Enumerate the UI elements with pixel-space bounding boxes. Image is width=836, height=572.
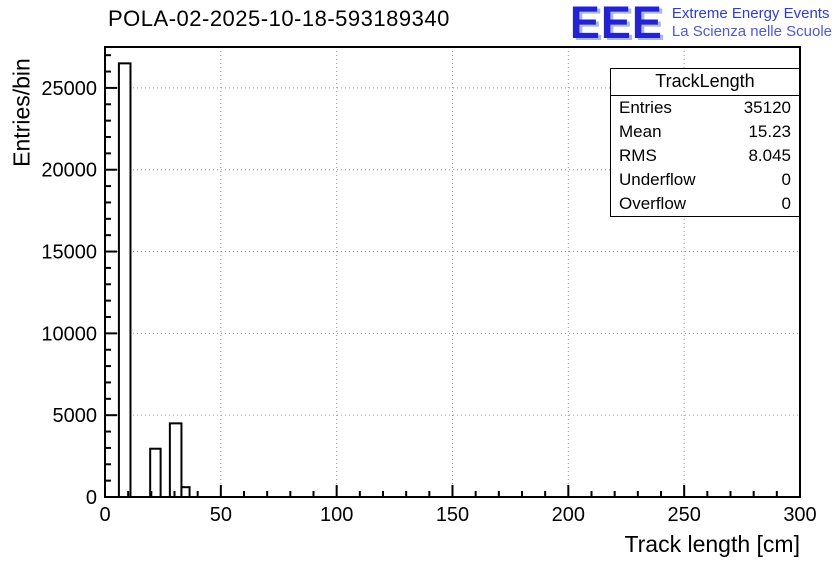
svg-text:200: 200	[552, 504, 585, 526]
eee-logo: EEE Extreme Energy Events La Scienza nel…	[569, 0, 832, 48]
stats-row: Underflow 0	[611, 168, 799, 192]
stats-value: 35120	[743, 98, 791, 117]
eee-logo-line1: Extreme Energy Events	[671, 5, 830, 22]
stats-value: 0	[781, 170, 791, 189]
stats-box: TrackLength Entries 35120 Mean 15.23 RMS…	[610, 68, 800, 217]
svg-text:10000: 10000	[41, 323, 97, 345]
svg-text:5000: 5000	[53, 405, 98, 427]
svg-text:25000: 25000	[41, 78, 97, 100]
y-axis-title: Entries/bin	[8, 58, 35, 167]
stats-row: Overflow 0	[611, 192, 799, 216]
stats-value: 8.045	[748, 146, 791, 165]
plot-title: POLA-02-2025-10-18-593189340	[108, 6, 450, 31]
stats-value: 15.23	[748, 122, 791, 141]
axis-ticks	[104, 54, 801, 498]
svg-text:50: 50	[210, 504, 232, 526]
svg-text:15000: 15000	[41, 242, 97, 264]
stats-value: 0	[781, 194, 791, 213]
stats-row: RMS 8.045	[611, 144, 799, 168]
svg-text:0: 0	[99, 504, 110, 526]
tick-labels: 0 50 100 150 200 250 300 0 5000 10000 15000 20000 25…	[41, 78, 816, 526]
svg-text:100: 100	[320, 504, 353, 526]
eee-logo-line2: La Scienza nelle Scuole	[671, 23, 832, 40]
svg-text:20000: 20000	[41, 160, 97, 182]
stats-label: RMS	[619, 146, 657, 165]
stats-label: Overflow	[619, 194, 687, 213]
eee-logo-text: EEE	[569, 0, 663, 48]
grid-lines	[105, 47, 800, 497]
stats-row: Entries 35120	[611, 96, 799, 120]
svg-text:250: 250	[667, 504, 700, 526]
svg-text:300: 300	[783, 504, 816, 526]
stats-label: Underflow	[619, 170, 696, 189]
stats-title: TrackLength	[611, 69, 799, 96]
stats-label: Entries	[619, 98, 672, 117]
svg-text:150: 150	[436, 504, 469, 526]
eee-logo-subtitle: Extreme Energy Events La Scienza nelle S…	[672, 5, 832, 41]
stats-row: Mean 15.23	[611, 120, 799, 144]
svg-text:0: 0	[86, 487, 97, 509]
stats-label: Mean	[619, 122, 662, 141]
histogram-bars	[117, 62, 191, 499]
x-axis-title: Track length [cm]	[624, 531, 800, 557]
